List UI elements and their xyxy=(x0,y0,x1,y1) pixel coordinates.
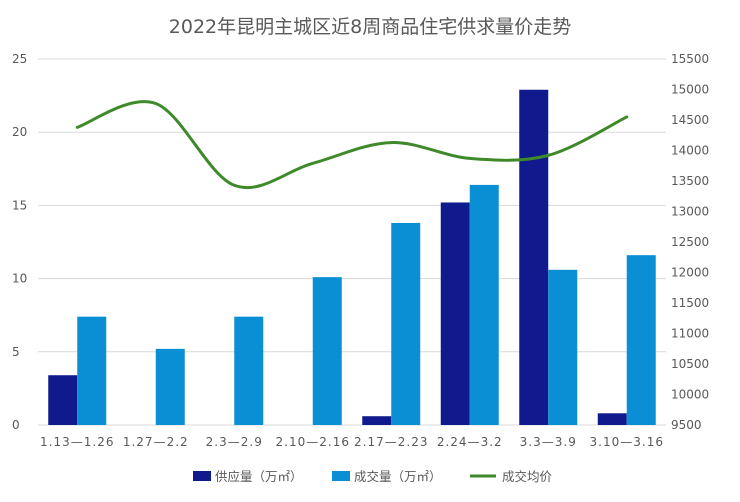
category-label: 3.10—3.16 xyxy=(590,435,664,449)
legend-swatch-deal xyxy=(332,471,350,481)
category-label: 2.17—2.23 xyxy=(354,435,428,449)
right-tick-label: 11000 xyxy=(671,327,709,341)
right-tick-label: 13500 xyxy=(671,174,709,188)
left-tick-label: 15 xyxy=(12,198,27,212)
right-tick-label: 11500 xyxy=(671,296,709,310)
right-tick-label: 9500 xyxy=(671,418,702,432)
left-tick-label: 25 xyxy=(12,52,27,66)
right-tick-label: 13000 xyxy=(671,205,709,219)
bar-supply xyxy=(519,89,549,425)
category-label: 2.24—3.2 xyxy=(437,435,503,449)
bars xyxy=(48,89,656,425)
legend-swatch-supply xyxy=(193,471,211,481)
legend-label-deal: 成交量（万㎡） xyxy=(354,469,442,484)
right-tick-label: 14000 xyxy=(671,144,709,158)
category-label: 2.3—2.9 xyxy=(206,435,263,449)
left-tick-label: 0 xyxy=(12,418,20,432)
legend-label-price: 成交均价 xyxy=(502,469,553,484)
legend-label-supply: 供应量（万㎡） xyxy=(215,469,303,484)
right-tick-label: 12000 xyxy=(671,266,709,280)
bar-supply xyxy=(440,202,470,425)
legend: 供应量（万㎡） 成交量（万㎡） 成交均价 xyxy=(193,469,553,484)
bar-supply xyxy=(48,375,78,425)
bar-deal xyxy=(626,255,656,425)
right-tick-label: 10500 xyxy=(671,357,709,371)
bar-deal xyxy=(77,316,107,425)
bar-supply xyxy=(362,416,392,425)
category-labels: 1.13—1.26 1.27—2.2 2.3—2.9 2.10—2.16 2.17—2.… xyxy=(40,435,664,449)
left-tick-label: 10 xyxy=(12,272,27,286)
right-tick-label: 14500 xyxy=(671,113,709,127)
bar-deal xyxy=(469,184,499,425)
right-tick-label: 15000 xyxy=(671,83,709,97)
right-tick-label: 15500 xyxy=(671,52,709,66)
line-price xyxy=(75,100,629,189)
right-axis-ticks: 9500 10000 10500 11000 11500 12000 12500 13000 1… xyxy=(671,52,709,432)
chart-title: 2022年昆明主城区近8周商品住宅供求量价走势 xyxy=(169,16,571,38)
bar-deal xyxy=(391,222,421,425)
category-label: 1.13—1.26 xyxy=(40,435,114,449)
category-label: 1.27—2.2 xyxy=(123,435,189,449)
bar-supply xyxy=(597,413,627,425)
left-tick-label: 5 xyxy=(12,345,20,359)
bar-deal xyxy=(155,348,185,425)
right-tick-label: 10000 xyxy=(671,388,709,402)
bar-deal xyxy=(312,277,342,425)
left-axis-ticks: 0 5 10 15 20 25 xyxy=(12,52,27,432)
right-tick-label: 12500 xyxy=(671,235,709,249)
category-label: 2.10—2.16 xyxy=(276,435,350,449)
price-line xyxy=(75,100,629,189)
left-tick-label: 20 xyxy=(12,125,27,139)
bar-deal xyxy=(234,316,264,425)
category-label: 3.3—3.9 xyxy=(520,435,577,449)
bar-deal xyxy=(548,269,578,425)
